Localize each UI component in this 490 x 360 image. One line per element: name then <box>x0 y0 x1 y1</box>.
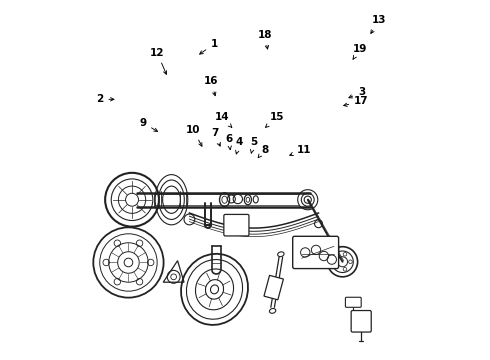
Text: 6: 6 <box>225 134 232 149</box>
Text: 11: 11 <box>290 144 312 156</box>
FancyBboxPatch shape <box>224 215 249 236</box>
Text: 5: 5 <box>250 138 258 153</box>
FancyBboxPatch shape <box>345 297 361 307</box>
FancyBboxPatch shape <box>351 311 371 332</box>
Text: 15: 15 <box>266 112 285 127</box>
FancyBboxPatch shape <box>330 245 339 251</box>
Polygon shape <box>264 275 283 300</box>
Text: 1: 1 <box>200 39 218 54</box>
Text: 12: 12 <box>150 48 167 74</box>
Text: 3: 3 <box>349 87 365 98</box>
Text: 8: 8 <box>258 144 269 158</box>
FancyBboxPatch shape <box>298 260 307 265</box>
Text: 16: 16 <box>204 76 218 96</box>
Text: 9: 9 <box>139 118 157 131</box>
Text: 2: 2 <box>96 94 114 104</box>
Text: 18: 18 <box>257 30 272 49</box>
Text: 17: 17 <box>343 96 369 106</box>
Text: 4: 4 <box>236 138 244 154</box>
Text: 10: 10 <box>186 125 202 146</box>
Text: 14: 14 <box>215 112 232 127</box>
Text: 13: 13 <box>371 15 387 33</box>
Text: 7: 7 <box>211 129 220 146</box>
FancyBboxPatch shape <box>293 236 339 269</box>
Text: 19: 19 <box>353 44 367 59</box>
